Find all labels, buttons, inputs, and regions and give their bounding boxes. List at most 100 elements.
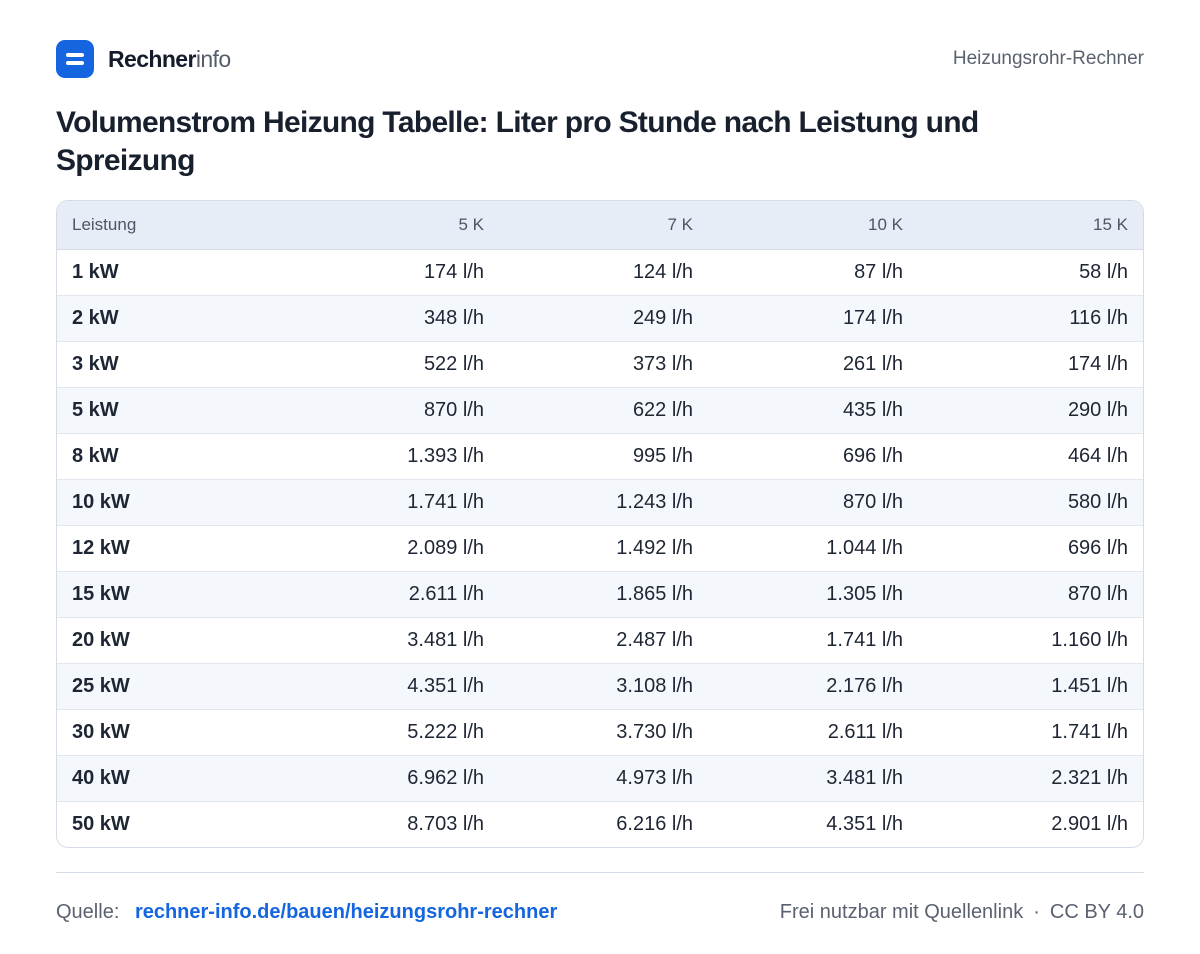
table-cell: 87 l/h: [854, 260, 903, 283]
table-cell: 4.351 l/h: [407, 674, 484, 697]
table-cell: 2.901 l/h: [1051, 812, 1128, 835]
table-cell: 1.741 l/h: [1051, 720, 1128, 743]
table-cell: 1.451 l/h: [1051, 674, 1128, 697]
license-name: CC BY 4.0: [1049, 900, 1144, 923]
table-cell: 2.611 l/h: [827, 720, 903, 743]
table-cell: 696 l/h: [1067, 536, 1128, 559]
table-cell: 1.741 l/h: [826, 628, 903, 651]
table-cell: 870 l/h: [1067, 582, 1128, 605]
row-label-leistung: 20 kW: [72, 628, 130, 651]
brand-name-bold: Rechner: [108, 45, 196, 72]
table-cell: 3.481 l/h: [407, 628, 484, 651]
table-cell: 2.611 l/h: [408, 582, 484, 605]
table-cell: 174 l/h: [1067, 352, 1128, 375]
page-title: Volumenstrom Heizung Tabelle: Liter pro …: [56, 106, 979, 177]
table-cell: 1.492 l/h: [616, 536, 693, 559]
table-cell: 435 l/h: [842, 398, 903, 421]
row-label-leistung: 25 kW: [72, 674, 130, 697]
table-cell: 6.216 l/h: [616, 812, 693, 835]
table-row: 15 kW 2.611 l/h 1.865 l/h 1.305 l/h 870 l/h: [57, 571, 1143, 617]
source-label: Quelle:: [56, 900, 120, 923]
table-row: 30 kW 5.222 l/h 3.730 l/h 2.611 l/h 1.741 l/…: [57, 709, 1143, 755]
table-cell: 290 l/h: [1067, 398, 1128, 421]
row-label-leistung: 40 kW: [72, 766, 130, 789]
source-link[interactable]: rechner-info.de/bauen/heizungsrohr-rechn…: [134, 900, 558, 923]
table-cell: 4.973 l/h: [616, 766, 693, 789]
table-row: 2 kW 348 l/h 249 l/h 174 l/h 116 l/h: [57, 295, 1143, 341]
license-separator: ·: [1033, 900, 1040, 923]
table-cell: 522 l/h: [423, 352, 484, 375]
table-cell: 8.703 l/h: [407, 812, 484, 835]
header: Rechnerinfo Heizungsrohr-Rechner: [56, 40, 1144, 78]
footer: Quelle: rechner-info.de/bauen/heizungsro…: [56, 898, 1144, 926]
source: Quelle: rechner-info.de/bauen/heizungsro…: [56, 901, 557, 924]
table-cell: 2.321 l/h: [1051, 766, 1128, 789]
column-header-10k: 10 K: [708, 201, 918, 250]
footer-divider: [56, 872, 1144, 873]
table-cell: 1.243 l/h: [616, 490, 693, 513]
license-text: Frei nutzbar mit Quellenlink: [779, 900, 1024, 923]
table-cell: 6.962 l/h: [407, 766, 484, 789]
brand-name-light: info: [195, 45, 231, 72]
row-label-leistung: 3 kW: [72, 352, 119, 375]
table-cell: 995 l/h: [632, 444, 693, 467]
table-row: 5 kW 870 l/h 622 l/h 435 l/h 290 l/h: [57, 387, 1143, 433]
table-cell: 4.351 l/h: [826, 812, 903, 835]
license: Frei nutzbar mit Quellenlink · CC BY 4.0: [780, 901, 1144, 924]
table-cell: 3.481 l/h: [826, 766, 903, 789]
table-cell: 2.487 l/h: [616, 628, 693, 651]
row-label-leistung: 8 kW: [72, 444, 119, 467]
table-cell: 373 l/h: [632, 352, 693, 375]
table-cell: 1.393 l/h: [407, 444, 484, 467]
calculator-logo-icon: [56, 40, 94, 78]
table-cell: 116 l/h: [1069, 306, 1128, 329]
table-cell: 580 l/h: [1067, 490, 1128, 513]
row-label-leistung: 10 kW: [72, 490, 130, 513]
table-cell: 870 l/h: [423, 398, 484, 421]
table-cell: 124 l/h: [632, 260, 693, 283]
table-row: 8 kW 1.393 l/h 995 l/h 696 l/h 464 l/h: [57, 433, 1143, 479]
table-cell: 1.305 l/h: [826, 582, 903, 605]
table-cell: 261 l/h: [842, 352, 903, 375]
row-label-leistung: 2 kW: [72, 306, 119, 329]
table-cell: 1.741 l/h: [407, 490, 484, 513]
row-label-leistung: 15 kW: [72, 582, 130, 605]
table-cell: 622 l/h: [632, 398, 693, 421]
row-label-leistung: 30 kW: [72, 720, 130, 743]
table-row: 10 kW 1.741 l/h 1.243 l/h 870 l/h 580 l/h: [57, 479, 1143, 525]
table-cell: 870 l/h: [842, 490, 903, 513]
table-cell: 58 l/h: [1079, 260, 1128, 283]
table-cell: 1.160 l/h: [1051, 628, 1128, 651]
table-row: 20 kW 3.481 l/h 2.487 l/h 1.741 l/h 1.160 l/…: [57, 617, 1143, 663]
table-row: 50 kW 8.703 l/h 6.216 l/h 4.351 l/h 2.901 l/…: [57, 801, 1143, 847]
table-cell: 174 l/h: [423, 260, 484, 283]
table-row: 1 kW 174 l/h 124 l/h 87 l/h 58 l/h: [57, 249, 1143, 295]
page-label: Heizungsrohr-Rechner: [952, 48, 1144, 69]
table-cell: 2.176 l/h: [826, 674, 903, 697]
row-label-leistung: 50 kW: [72, 812, 130, 835]
table-cell: 1.044 l/h: [826, 536, 903, 559]
table-cell: 348 l/h: [423, 306, 484, 329]
table-cell: 696 l/h: [842, 444, 903, 467]
table-row: 3 kW 522 l/h 373 l/h 261 l/h 174 l/h: [57, 341, 1143, 387]
table-row: 40 kW 6.962 l/h 4.973 l/h 3.481 l/h 2.321 l/…: [57, 755, 1143, 801]
column-header-7k: 7 K: [499, 201, 708, 250]
brand-name: Rechnerinfo: [108, 46, 231, 73]
table-row: 12 kW 2.089 l/h 1.492 l/h 1.044 l/h 696 l/h: [57, 525, 1143, 571]
table-row: 25 kW 4.351 l/h 3.108 l/h 2.176 l/h 1.451 l/…: [57, 663, 1143, 709]
table-body: 1 kW 174 l/h 124 l/h 87 l/h 58 l/h 2 kW 348 l/…: [57, 249, 1143, 847]
row-label-leistung: 1 kW: [72, 260, 119, 283]
column-header-15k: 15 K: [918, 201, 1143, 250]
row-label-leistung: 12 kW: [72, 536, 130, 559]
brand[interactable]: Rechnerinfo: [56, 40, 231, 78]
table-cell: 174 l/h: [842, 306, 903, 329]
table-cell: 3.730 l/h: [616, 720, 693, 743]
column-header-leistung: Leistung: [57, 201, 289, 250]
column-header-5k: 5 K: [289, 201, 499, 250]
table-cell: 5.222 l/h: [407, 720, 484, 743]
table-header-row: Leistung 5 K 7 K 10 K 15 K: [57, 201, 1143, 250]
table-cell: 249 l/h: [632, 306, 693, 329]
volume-flow-table: Leistung 5 K 7 K 10 K 15 K 1 kW 174 l/h 12…: [56, 200, 1144, 848]
row-label-leistung: 5 kW: [72, 398, 119, 421]
table-cell: 2.089 l/h: [407, 536, 484, 559]
